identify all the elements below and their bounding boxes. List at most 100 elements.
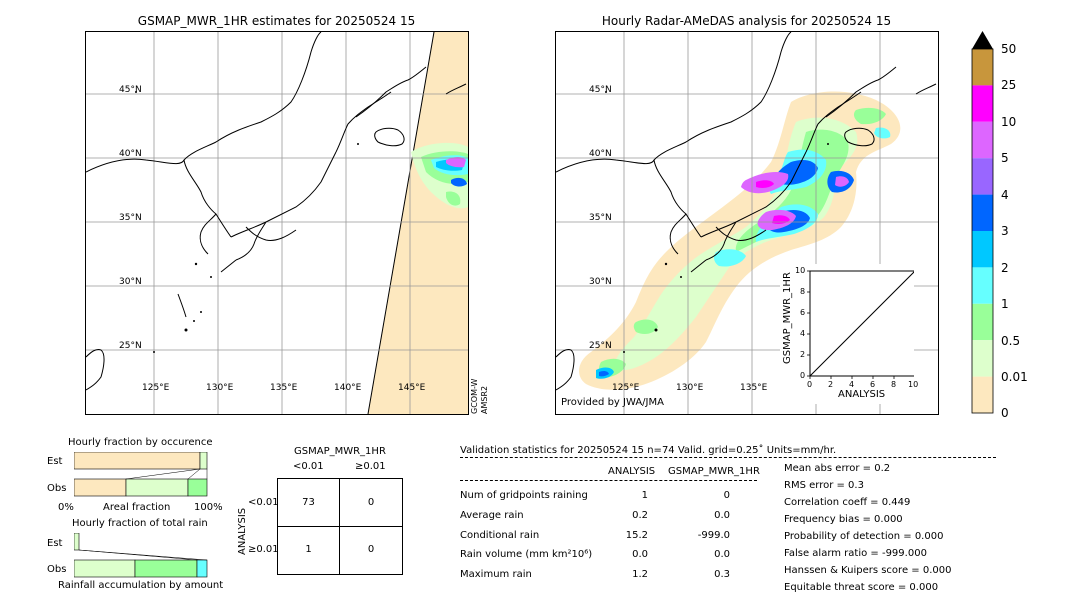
left-lon-label: 130°E xyxy=(206,383,234,393)
score-line: False alarm ratio = -999.000 xyxy=(784,548,927,559)
left-map-canvas xyxy=(86,32,468,414)
validation-row-gsmap: 0.0 xyxy=(714,549,730,560)
colorbar xyxy=(970,30,995,414)
colorbar-band xyxy=(972,158,993,195)
colorbar-label: 3 xyxy=(1001,224,1009,238)
inset-ytick: 2 xyxy=(800,350,806,359)
validation-row-analysis: 0.2 xyxy=(632,510,648,521)
right-map[interactable]: 45°N 40°N 35°N 30°N 25°N 125°E 130°E 135… xyxy=(555,31,939,415)
inset-xtick: 10 xyxy=(908,380,919,389)
validation-row-gsmap: -999.0 xyxy=(697,530,730,541)
colorbar-bands xyxy=(972,49,993,413)
colorbar-band xyxy=(972,303,993,341)
right-coastlines xyxy=(556,32,937,391)
validation-row-gsmap: 0.0 xyxy=(714,510,730,521)
right-map-title: Hourly Radar-AMeDAS analysis for 2025052… xyxy=(601,14,892,28)
colorbar-band xyxy=(972,267,993,304)
occurrence-title: Hourly fraction by occurence xyxy=(68,437,213,448)
left-lat-label: 25°N xyxy=(119,341,142,351)
left-lat-label: 30°N xyxy=(119,277,142,287)
colorbar-label: 0.5 xyxy=(1001,334,1021,348)
inset-xtick: 8 xyxy=(891,380,897,389)
colorbar-label: 0.01 xyxy=(1001,370,1028,384)
total-rain-bars xyxy=(74,533,208,578)
contingency-col-ge: ≥0.01 xyxy=(355,461,386,472)
inset-scatter-canvas xyxy=(807,270,916,379)
validation-row-analysis: 15.2 xyxy=(625,530,648,541)
inset-ytick: 10 xyxy=(795,266,806,275)
contingency-cell: 0 xyxy=(367,497,375,508)
score-line: Correlation coeff = 0.449 xyxy=(784,497,911,508)
contingency-row-ge: ≥0.01 xyxy=(248,544,279,555)
colorbar-label: 1 xyxy=(1001,297,1009,311)
contingency-cell: 1 xyxy=(305,544,312,555)
occurrence-axis-left: 0% xyxy=(58,502,74,513)
contingency-table: 73 0 1 0 xyxy=(277,478,403,575)
data-credit: Provided by JWA/JMA xyxy=(561,397,664,408)
colorbar-band xyxy=(972,340,993,377)
left-grid xyxy=(86,32,468,414)
colorbar-label: 2 xyxy=(1001,261,1009,275)
occurrence-est-label: Est xyxy=(47,456,63,467)
total-rain-obs-bar-light xyxy=(74,559,136,578)
score-line: Mean abs error = 0.2 xyxy=(784,463,891,474)
colorbar-label: 5 xyxy=(1001,151,1009,165)
validation-header: Validation statistics for 20250524 15 n=… xyxy=(460,445,837,456)
validation-row-analysis: 1.2 xyxy=(632,569,648,580)
score-line: Frequency bias = 0.000 xyxy=(784,514,903,525)
occurrence-bars xyxy=(74,452,208,497)
occurrence-obs-label: Obs xyxy=(47,483,67,494)
inset-ytick: 4 xyxy=(800,329,806,338)
colorbar-label: 25 xyxy=(1001,78,1017,92)
inset-ytick: 6 xyxy=(800,308,806,317)
validation-row-label: Rain volume (mm km²10⁶) xyxy=(460,549,593,560)
contingency-col-lt: <0.01 xyxy=(293,461,324,472)
left-lon-label: 140°E xyxy=(334,383,362,393)
inset-ytick: 0 xyxy=(800,371,806,380)
right-lat-label: 40°N xyxy=(589,149,612,159)
score-line: Probability of detection = 0.000 xyxy=(784,531,944,542)
occurrence-obs-bar-beige xyxy=(74,478,127,497)
swath-region xyxy=(368,32,468,414)
left-lon-label: 125°E xyxy=(142,383,170,393)
right-lat-label: 35°N xyxy=(589,213,612,223)
right-lat-label: 45°N xyxy=(589,85,612,95)
left-map[interactable]: 45°N 40°N 35°N 30°N 25°N 125°E 130°E 135… xyxy=(85,31,469,415)
contingency-title: GSMAP_MWR_1HR xyxy=(294,446,386,457)
inset-xlabel: ANALYSIS xyxy=(838,389,886,400)
inset-xtick: 2 xyxy=(828,380,834,389)
satellite-label: GCOM-W xyxy=(470,378,479,414)
validation-row-gsmap: 0.3 xyxy=(714,569,730,580)
left-coastlines xyxy=(86,32,467,391)
total-rain-obs-bar-green xyxy=(134,559,198,578)
left-lat-label: 35°N xyxy=(119,213,142,223)
occurrence-obs-bar-light xyxy=(125,478,189,497)
total-rain-axis-label: Rainfall accumulation by amount xyxy=(58,580,224,591)
colorbar-band xyxy=(972,85,993,122)
validation-col-rule xyxy=(460,480,757,481)
total-rain-est-label: Est xyxy=(47,538,63,549)
occurrence-est-bar-beige xyxy=(74,452,201,470)
validation-row-label: Num of gridpoints raining xyxy=(460,490,588,501)
left-lat-label: 45°N xyxy=(119,85,142,95)
validation-col-gsmap: GSMAP_MWR_1HR xyxy=(668,466,760,477)
colorbar-extend-arrow xyxy=(972,31,993,49)
contingency-row-lt: <0.01 xyxy=(248,497,279,508)
validation-col-analysis: ANALYSIS xyxy=(608,466,656,477)
colorbar-band xyxy=(972,231,993,268)
total-rain-est-bar xyxy=(74,533,80,551)
colorbar-band xyxy=(972,49,993,86)
validation-row-label: Conditional rain xyxy=(460,530,540,541)
inset-xtick: 0 xyxy=(807,380,813,389)
validation-header-rule xyxy=(460,457,996,458)
score-line: RMS error = 0.3 xyxy=(784,480,864,491)
colorbar-label: 10 xyxy=(1001,115,1017,129)
contingency-cell: 0 xyxy=(367,544,375,555)
right-lat-label: 30°N xyxy=(589,277,612,287)
colorbar-band xyxy=(972,376,993,413)
inset-scatter-panel: 0 2 4 6 8 10 0 2 4 6 8 10 ANALYSIS GSMAP… xyxy=(780,264,918,404)
sensor-label: AMSR2 xyxy=(480,385,489,414)
colorbar-frame xyxy=(971,48,994,414)
validation-row-gsmap: 0 xyxy=(723,490,730,501)
left-lon-label: 145°E xyxy=(398,383,426,393)
